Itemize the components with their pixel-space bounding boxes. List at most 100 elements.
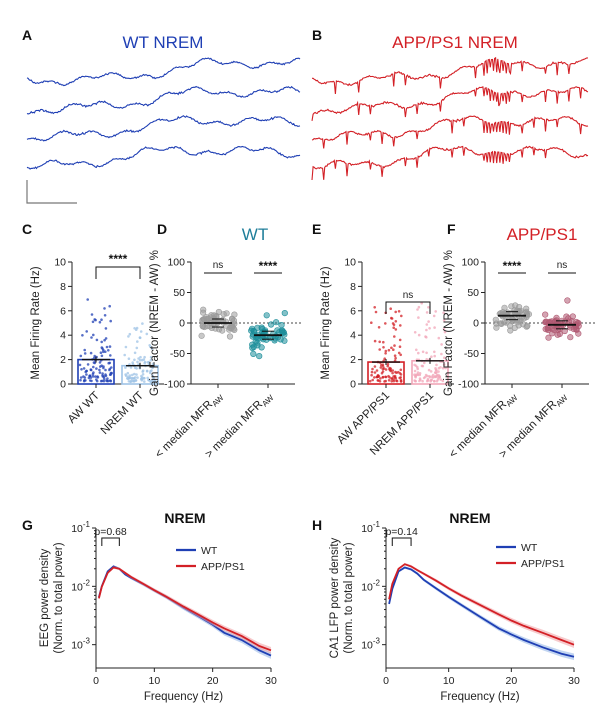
data-point xyxy=(442,363,446,366)
y-tick-label: 10 xyxy=(344,257,356,269)
data-point xyxy=(153,379,157,383)
data-point xyxy=(390,316,393,320)
data-point xyxy=(442,319,446,322)
data-point xyxy=(443,356,446,360)
data-point xyxy=(146,361,150,364)
data-point xyxy=(544,325,551,332)
panel-label-g: G xyxy=(22,517,33,533)
data-point xyxy=(435,363,438,367)
data-point xyxy=(425,351,428,355)
series-line-app xyxy=(98,566,272,652)
data-point xyxy=(102,350,105,354)
data-point xyxy=(370,321,373,325)
data-point xyxy=(128,332,132,336)
y-axis-label: CA1 LFP power density xyxy=(329,537,341,658)
y-tick-label: -50 xyxy=(464,348,479,360)
data-point xyxy=(83,352,87,355)
y-tick-label: 4 xyxy=(350,330,356,342)
y-tick-exponent: -3 xyxy=(83,637,91,646)
data-point xyxy=(84,379,87,382)
data-point xyxy=(136,360,139,364)
data-point xyxy=(400,314,403,318)
data-point xyxy=(570,326,578,333)
data-point xyxy=(108,345,112,348)
data-point xyxy=(79,354,83,358)
y-axis-label-2: (Norm. to total power) xyxy=(343,542,355,653)
data-point xyxy=(416,371,420,374)
data-point xyxy=(254,339,261,346)
y-tick-label: 10-3 xyxy=(71,637,90,652)
data-point xyxy=(394,310,398,314)
data-point xyxy=(230,317,237,324)
y-tick-base: 10 xyxy=(361,523,373,535)
data-point xyxy=(545,334,552,341)
data-point xyxy=(398,372,402,375)
data-point xyxy=(149,370,152,373)
y-axis-label-2: (Norm. to total power) xyxy=(53,542,65,653)
data-point xyxy=(152,375,155,379)
data-point xyxy=(397,351,401,355)
data-point xyxy=(151,362,155,366)
data-point xyxy=(231,326,238,334)
data-point xyxy=(437,373,440,377)
data-point xyxy=(281,310,288,317)
y-tick-exponent: -2 xyxy=(373,578,381,587)
data-point xyxy=(98,320,102,324)
data-point xyxy=(418,373,422,377)
data-point xyxy=(428,327,431,330)
data-point xyxy=(503,319,510,326)
significance-bracket xyxy=(385,301,431,314)
data-point xyxy=(575,330,582,337)
data-point xyxy=(428,375,431,378)
data-point xyxy=(442,327,446,331)
data-point xyxy=(391,369,395,372)
data-point xyxy=(417,333,421,337)
data-point xyxy=(250,350,257,358)
data-point xyxy=(89,368,93,372)
data-point xyxy=(142,358,146,361)
data-point xyxy=(106,377,109,380)
data-point xyxy=(443,330,447,334)
data-point xyxy=(150,347,154,350)
data-point xyxy=(124,366,127,369)
data-point xyxy=(392,348,395,352)
y-tick-base: 10 xyxy=(361,581,373,593)
data-point xyxy=(432,314,436,318)
x-tick-label: 30 xyxy=(568,675,580,687)
data-point xyxy=(429,379,433,383)
y-axis-label: Gain Factor (NREM - AW) % xyxy=(149,250,161,396)
y-tick-label: -100 xyxy=(458,379,479,391)
data-point xyxy=(141,322,144,325)
data-point xyxy=(382,346,385,349)
data-point xyxy=(133,358,136,362)
data-point xyxy=(137,357,140,360)
data-point xyxy=(441,366,445,370)
legend-label-app: APP/PS1 xyxy=(521,558,565,570)
x-tick-label: 20 xyxy=(505,675,517,687)
data-point xyxy=(135,367,138,370)
data-point xyxy=(395,379,399,383)
data-point xyxy=(425,328,428,332)
y-tick-label: 8 xyxy=(350,281,356,293)
data-point xyxy=(149,345,152,349)
significance-label: **** xyxy=(503,259,522,273)
data-point xyxy=(394,328,398,331)
data-point xyxy=(81,334,84,337)
significance-label: ns xyxy=(403,290,414,301)
data-point xyxy=(440,352,443,356)
data-point xyxy=(414,364,418,368)
data-point xyxy=(102,375,106,378)
data-point xyxy=(98,371,102,374)
pvalue-label: p=0.68 xyxy=(94,526,127,538)
data-point xyxy=(219,327,226,334)
data-point xyxy=(425,311,429,314)
data-point xyxy=(384,349,388,353)
data-point xyxy=(420,301,424,305)
panel-label-a: A xyxy=(22,27,32,43)
data-point xyxy=(85,373,88,376)
data-point xyxy=(149,358,153,362)
data-point xyxy=(413,369,417,373)
data-point xyxy=(151,366,154,370)
data-point xyxy=(143,355,146,359)
